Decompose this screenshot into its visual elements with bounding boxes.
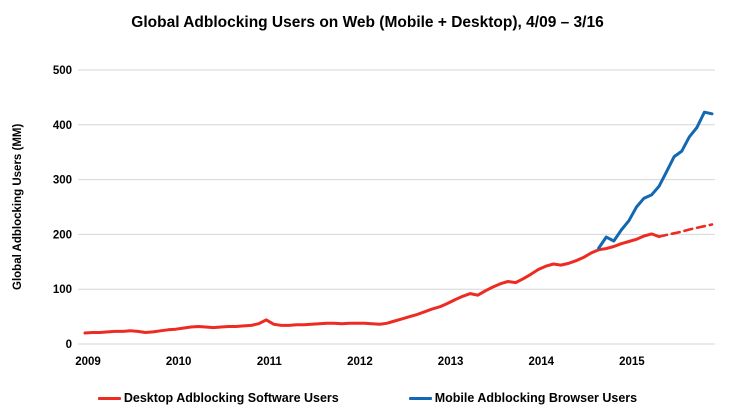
legend-item-mobile: Mobile Adblocking Browser Users xyxy=(408,391,638,405)
y-tick-label-200: 200 xyxy=(53,229,72,241)
x-tick-label-2015: 2015 xyxy=(619,356,645,368)
x-tick-label-2014: 2014 xyxy=(528,356,554,368)
x-tick-label-2010: 2010 xyxy=(166,356,192,368)
x-tick-label-2012: 2012 xyxy=(347,356,373,368)
legend-item-desktop: Desktop Adblocking Software Users xyxy=(97,391,339,405)
y-tick-label-300: 300 xyxy=(53,175,72,187)
series-path-mobile xyxy=(597,110,714,250)
y-tick-label-100: 100 xyxy=(53,284,72,296)
mobile-line-swatch xyxy=(408,396,432,400)
y-tick-label-400: 400 xyxy=(53,120,72,132)
y-tick-label-0: 0 xyxy=(66,339,72,351)
x-tick-label-2013: 2013 xyxy=(438,356,464,368)
series-path-desktop-solid xyxy=(83,232,661,335)
legend-label-mobile: Mobile Adblocking Browser Users xyxy=(434,391,638,405)
legend-label-desktop: Desktop Adblocking Software Users xyxy=(123,391,339,405)
x-tick-label-2011: 2011 xyxy=(257,356,283,368)
legend: Desktop Adblocking Software Users Mobile… xyxy=(0,391,735,405)
y-tick-label-500: 500 xyxy=(53,65,72,77)
desktop-line-swatch xyxy=(97,396,121,400)
chart-title: Global Adblocking Users on Web (Mobile +… xyxy=(131,14,604,31)
x-tick-label-2009: 2009 xyxy=(75,356,101,368)
series-path-desktop-projection xyxy=(657,223,714,238)
